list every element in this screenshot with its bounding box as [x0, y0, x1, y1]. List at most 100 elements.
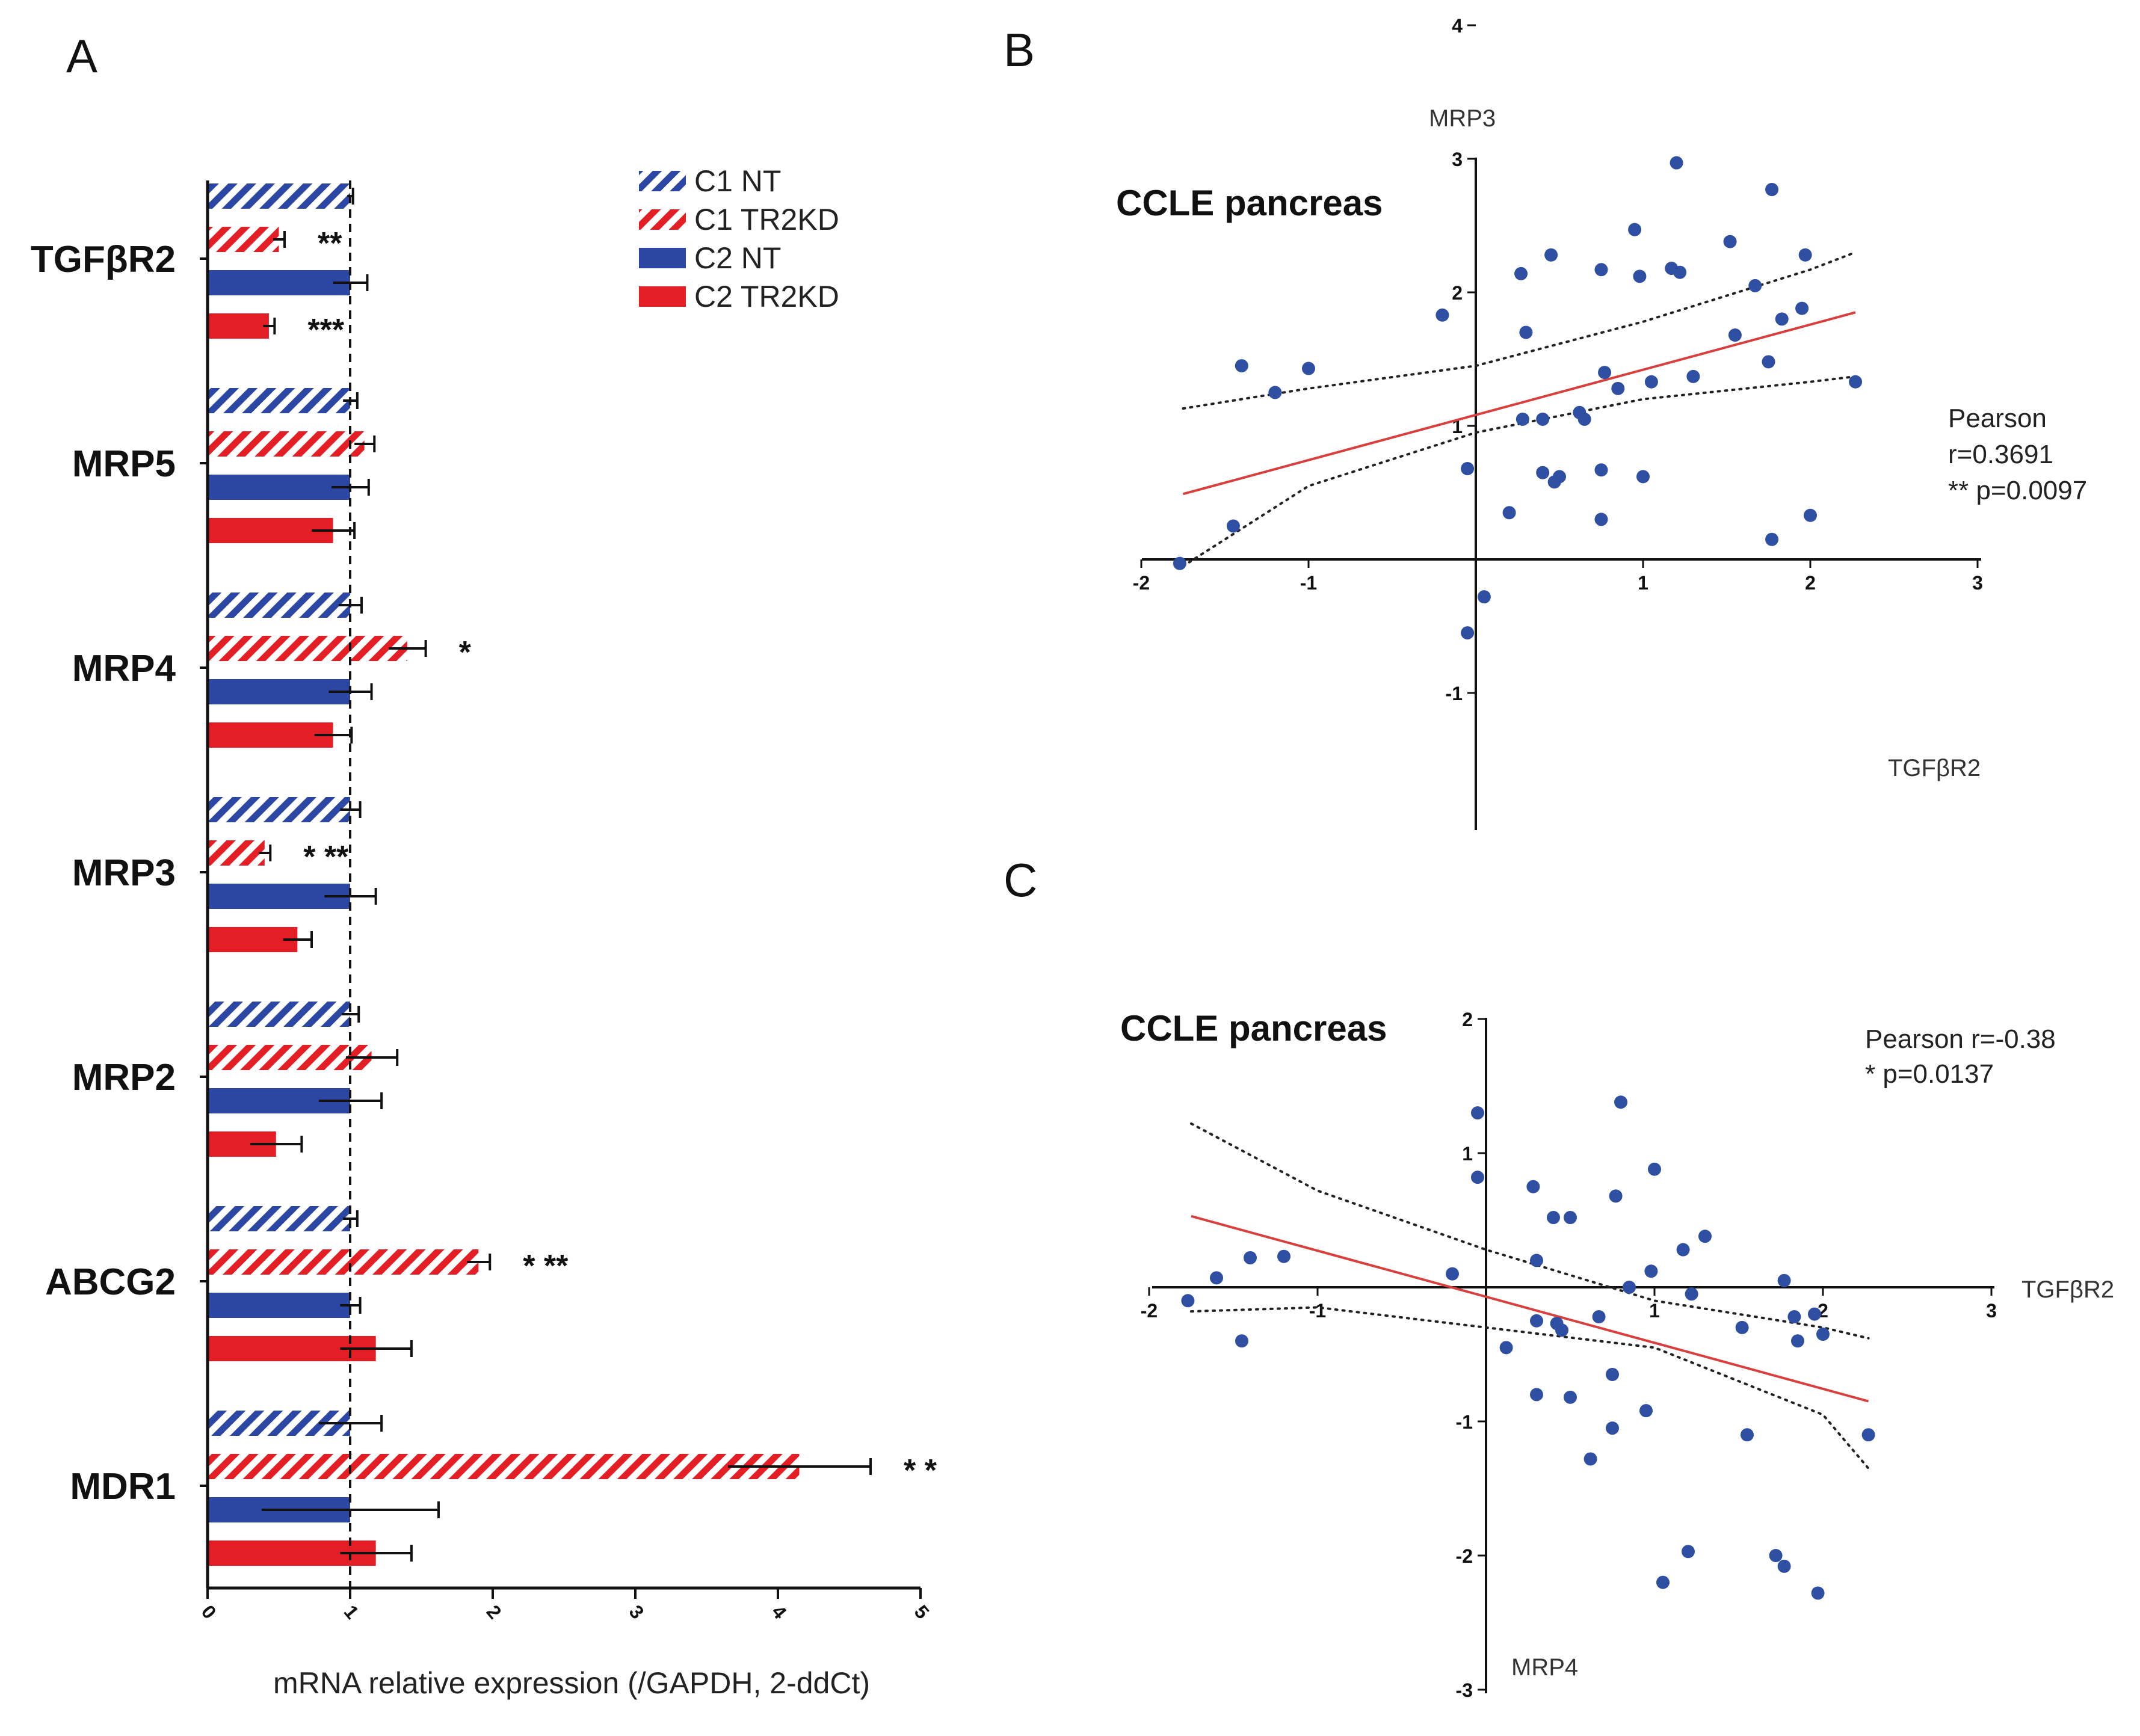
data-point [1685, 1287, 1698, 1301]
data-point [1471, 1106, 1484, 1120]
data-point [1682, 1545, 1695, 1559]
data-point [1519, 325, 1533, 339]
scatter-c-stat-1: * p=0.0137 [1865, 1059, 1994, 1089]
confidence-band-upper [1182, 251, 1857, 410]
scatter-c-xlabel: TGFβR2 [2021, 1276, 2114, 1303]
x-tick-label: 1 [1649, 1300, 1660, 1322]
legend-label-c1-tr2kd: C1 TR2KD [694, 203, 839, 236]
data-point [1461, 462, 1475, 476]
legend-label-c2-nt: C2 NT [694, 241, 781, 275]
data-point [1564, 1390, 1577, 1404]
panel-letter-a: A [66, 29, 97, 82]
data-point [1775, 312, 1789, 326]
x-tick-label: 0 [197, 1601, 221, 1623]
y-tick-label: 1 [1462, 1143, 1473, 1165]
panel-c-scatter: CCLE pancreas TGFβR2 MRP4 Pearson r=-0.3… [1120, 1008, 2114, 1701]
data-point [1530, 1388, 1543, 1402]
data-point [1795, 301, 1809, 315]
data-point [1268, 386, 1282, 399]
data-point [1210, 1271, 1223, 1285]
y-tick-label: 2 [1452, 282, 1463, 304]
data-point [1633, 269, 1647, 283]
data-point [1471, 1171, 1484, 1184]
data-point [1577, 412, 1591, 426]
regression-line [1191, 1214, 1869, 1403]
bar [208, 636, 407, 661]
data-point [1769, 1549, 1783, 1562]
scatter-c-plot: -2 -1 1 2 3-3-2-112 [1141, 1009, 1997, 1701]
bar [208, 475, 350, 500]
data-point [1798, 248, 1812, 262]
data-point [1226, 519, 1240, 533]
data-point [1698, 1230, 1712, 1243]
y-tick-label: -2 [1456, 1545, 1473, 1567]
data-point [1808, 1307, 1821, 1321]
legend-swatch-c2-nt [639, 248, 686, 268]
x-tick-label: 1 [340, 1601, 363, 1623]
data-point [1302, 362, 1315, 375]
significance-label: *** [307, 313, 344, 348]
x-tick-label: 3 [1972, 572, 1983, 594]
legend-label-c1-nt: C1 NT [694, 164, 781, 198]
legend-swatch-c2-tr2kd [639, 286, 686, 307]
gene-label: ABCG2 [45, 1261, 176, 1303]
significance-label: ** [318, 226, 342, 261]
scatter-c-title: CCLE pancreas [1120, 1008, 1387, 1048]
data-point [1614, 1095, 1627, 1109]
data-point [1639, 1404, 1653, 1418]
legend-swatch-c1-tr2kd [639, 209, 686, 230]
data-point [1648, 1162, 1661, 1176]
x-tick-label: -2 [1141, 1300, 1158, 1322]
data-point [1555, 1323, 1568, 1337]
x-tick-label: 5 [910, 1601, 934, 1623]
gene-label: MRP3 [72, 852, 176, 894]
data-point [1636, 470, 1650, 484]
scatter-b-stat-1: r=0.3691 [1948, 440, 2053, 469]
scatter-b-stat-2: ** p=0.0097 [1948, 476, 2087, 505]
x-tick-label: 1 [1638, 572, 1648, 594]
data-point [1526, 1180, 1540, 1193]
significance-label: * ** [303, 840, 349, 875]
data-point [1656, 1575, 1670, 1589]
data-point [1553, 470, 1566, 484]
bar [208, 227, 279, 252]
data-point [1849, 375, 1863, 389]
data-point [1594, 463, 1608, 477]
data-point [1609, 1189, 1623, 1203]
y-tick-label: 2 [1462, 1009, 1473, 1030]
legend-label-c2-tr2kd: C2 TR2KD [694, 280, 839, 313]
data-point [1762, 355, 1775, 369]
data-point [1735, 1320, 1749, 1334]
data-point [1777, 1559, 1791, 1573]
x-tick-label: 2 [1805, 572, 1816, 594]
bar [208, 388, 350, 413]
scatter-b-title: CCLE pancreas [1116, 183, 1383, 223]
data-point [1765, 532, 1779, 546]
data-point [1592, 1310, 1606, 1324]
y-tick-label: 3 [1452, 149, 1463, 170]
data-point [1644, 1264, 1658, 1278]
gene-label: MRP4 [72, 648, 176, 689]
data-point [1611, 381, 1625, 395]
data-point [1477, 590, 1491, 604]
x-axis-title: mRNA relative expression (/GAPDH, 2-ddCt… [273, 1666, 870, 1700]
bar [208, 1002, 350, 1027]
data-point [1516, 412, 1529, 426]
scatter-b-ylabel: MRP3 [1429, 105, 1496, 132]
data-point [1787, 1310, 1801, 1324]
data-point [1723, 235, 1737, 248]
bar [208, 840, 265, 866]
data-point [1598, 366, 1612, 380]
gene-label: MRP5 [72, 443, 176, 485]
data-point [1277, 1249, 1290, 1263]
significance-label: * [459, 635, 472, 670]
data-point [1811, 1586, 1825, 1600]
bar [208, 183, 350, 209]
legend: C1 NT C1 TR2KD C2 NT C2 TR2KD [639, 164, 839, 313]
scatter-c-stat-0: Pearson r=-0.38 [1865, 1024, 2056, 1054]
y-tick-label: 4 [1452, 15, 1463, 37]
bar [208, 1293, 350, 1318]
